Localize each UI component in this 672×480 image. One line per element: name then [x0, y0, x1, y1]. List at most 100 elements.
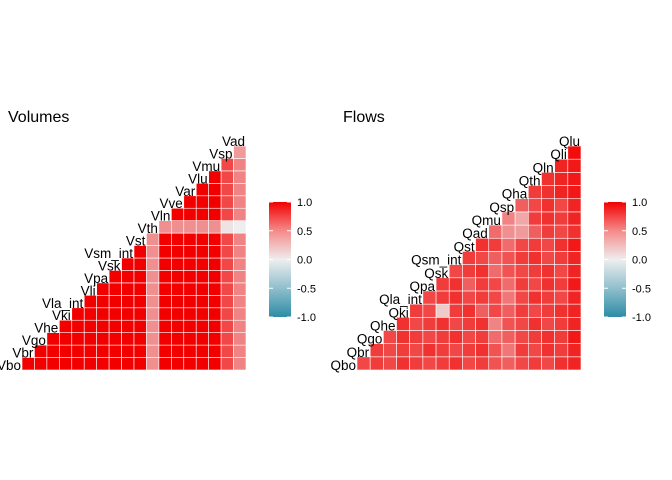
volumes-cell-vla-int-vln — [158, 295, 172, 309]
volumes-cell-vki-vmu — [208, 307, 222, 321]
volumes-cell-vsm-int-vlu — [195, 245, 209, 259]
volumes-cell-vla-int-vpa — [96, 295, 110, 309]
volumes-cell-vve-vad — [233, 195, 247, 209]
flows-cell-qbr-qln — [541, 343, 555, 358]
volumes-cell-vki-vli — [83, 307, 97, 321]
volumes-cell-vbr-vhe — [46, 344, 60, 358]
volumes-label-vki: Vki — [52, 308, 71, 323]
flows-cell-qbr-qad — [475, 343, 490, 358]
volumes-cell-vgo-vst — [133, 332, 147, 346]
flows-label-qgo: Qgo — [357, 332, 383, 347]
flows-cell-qgo-qsm-int — [448, 330, 463, 344]
flows-cell-qbo-qln — [541, 356, 555, 371]
flows-cell-qmu-qth — [527, 211, 542, 226]
volumes-cell-vbo-vli — [83, 357, 97, 371]
volumes-cell-vpa-vve — [171, 270, 185, 284]
volumes-cell-vhe-vli — [83, 319, 97, 333]
volumes-cell-vsk-vad — [233, 257, 247, 271]
volumes-cell-vki-vad — [233, 307, 247, 321]
flows-label-qsp: Qsp — [489, 200, 514, 215]
flows-cell-qpa-qad — [475, 277, 490, 292]
volumes-cell-vbr-vve — [171, 344, 185, 358]
flows-cell-qgo-qki — [396, 330, 411, 344]
volumes-cell-vth-vad — [233, 220, 247, 234]
flows-cell-qla-int-qsm-int — [448, 290, 463, 305]
volumes-cell-vhe-vsm-int — [121, 319, 135, 333]
volumes-cell-vla-int-vsm-int — [121, 295, 135, 309]
volumes-cell-vgo-vsp — [220, 332, 234, 346]
volumes-cell-vbr-vsp — [220, 344, 234, 358]
volumes-label-vli: Vli — [81, 283, 96, 298]
flows-cell-qha-qli — [554, 185, 569, 200]
volumes-cell-vsm-int-var — [183, 245, 197, 259]
volumes-cell-vsk-vmu — [208, 257, 222, 271]
volumes-cell-vla-int-vad — [233, 295, 247, 309]
volumes-cell-vth-var — [183, 220, 197, 234]
flows-cell-qad-qsp — [501, 224, 516, 239]
volumes-cell-vlu-vad — [233, 170, 247, 184]
volumes-cell-vbo-vmu — [208, 357, 222, 371]
flows-cell-qst-qth — [527, 237, 542, 252]
volumes-label-vst: Vst — [126, 234, 146, 249]
volumes-cell-vbo-vsk — [108, 357, 122, 371]
volumes-cell-vsm-int-vth — [146, 245, 160, 259]
flows-label-qsm-int: Qsm_int — [411, 253, 462, 268]
flows-cell-qki-qli — [554, 303, 569, 318]
flows-cell-qth-qlu — [567, 172, 582, 186]
flows-cell-qpa-qlu — [567, 277, 582, 292]
volumes-variable-labels: VboVbrVgoVheVkiVla_intVliVpaVskVsm_intVs… — [0, 134, 245, 373]
flows-cell-qsk-qha — [514, 264, 529, 279]
flows-cell-qbo-qla-int — [409, 356, 424, 371]
flows-cell-qpa-qln — [541, 277, 555, 292]
volumes-cell-vpa-vad — [233, 270, 247, 284]
flows-cell-qgo-qha — [514, 330, 529, 344]
volumes-cell-vpa-vth — [146, 270, 160, 284]
volumes-cell-vbr-vsm-int — [121, 344, 135, 358]
flows-label-qli: Qli — [550, 147, 567, 162]
flows-label-qbo: Qbo — [330, 358, 356, 373]
flows-cell-qbr-qst — [462, 343, 476, 358]
volumes-cell-vbr-vth — [146, 344, 160, 358]
volumes-cell-vst-vmu — [208, 232, 222, 246]
volumes-label-vgo: Vgo — [22, 333, 46, 348]
volumes-cell-vbr-vki — [59, 344, 73, 358]
volumes-cell-vgo-vve — [171, 332, 185, 346]
volumes-cell-vki-var — [183, 307, 197, 321]
flows-cell-qgo-qad — [475, 330, 490, 344]
volumes-cell-vhe-vla-int — [71, 319, 85, 333]
flows-cell-qbo-qlu — [567, 356, 582, 371]
volumes-cell-vbo-vad — [233, 357, 247, 371]
flows-cell-qla-int-qli — [554, 290, 569, 305]
flows-cell-qpa-qmu — [488, 277, 503, 292]
flows-cell-qsm-int-qsp — [501, 251, 516, 265]
flows-cell-qla-int-qlu — [567, 290, 582, 305]
volumes-label-vth: Vth — [138, 221, 158, 236]
volumes-cell-vgo-vli — [83, 332, 97, 346]
volumes-cell-vli-vsk — [108, 282, 122, 296]
volumes-cell-vki-vsp — [220, 307, 234, 321]
flows-cell-qst-qha — [514, 237, 529, 252]
flows-cell-qki-qln — [541, 303, 555, 318]
volumes-cell-var-vmu — [208, 183, 222, 197]
volumes-cell-vbo-vsp — [220, 357, 234, 371]
volumes-label-vsm-int: Vsm_int — [84, 246, 133, 261]
volumes-cell-vki-vsk — [108, 307, 122, 321]
flows-cell-qbo-qsp — [501, 356, 516, 371]
volumes-cell-vsm-int-vad — [233, 245, 247, 259]
volumes-cell-vbo-vln — [158, 357, 172, 371]
volumes-cell-vhe-vad — [233, 319, 247, 333]
volumes-cell-vpa-vst — [133, 270, 147, 284]
flows-cell-qha-qln — [541, 185, 555, 200]
flows-cell-qhe-qsp — [501, 316, 516, 331]
flows-cell-qsk-qth — [527, 264, 542, 279]
volumes-cell-vli-vsp — [220, 282, 234, 296]
flows-cell-qha-qlu — [567, 185, 582, 200]
volumes-label-vln: Vln — [151, 209, 171, 224]
flows-cell-qsm-int-qln — [541, 251, 555, 265]
volumes-cell-vbr-vlu — [195, 344, 209, 358]
flows-cell-qst-qsp — [501, 237, 516, 252]
volumes-cell-vhe-vsk — [108, 319, 122, 333]
volumes-label-vla-int: Vla_int — [42, 296, 84, 311]
volumes-cell-vsm-int-vsp — [220, 245, 234, 259]
